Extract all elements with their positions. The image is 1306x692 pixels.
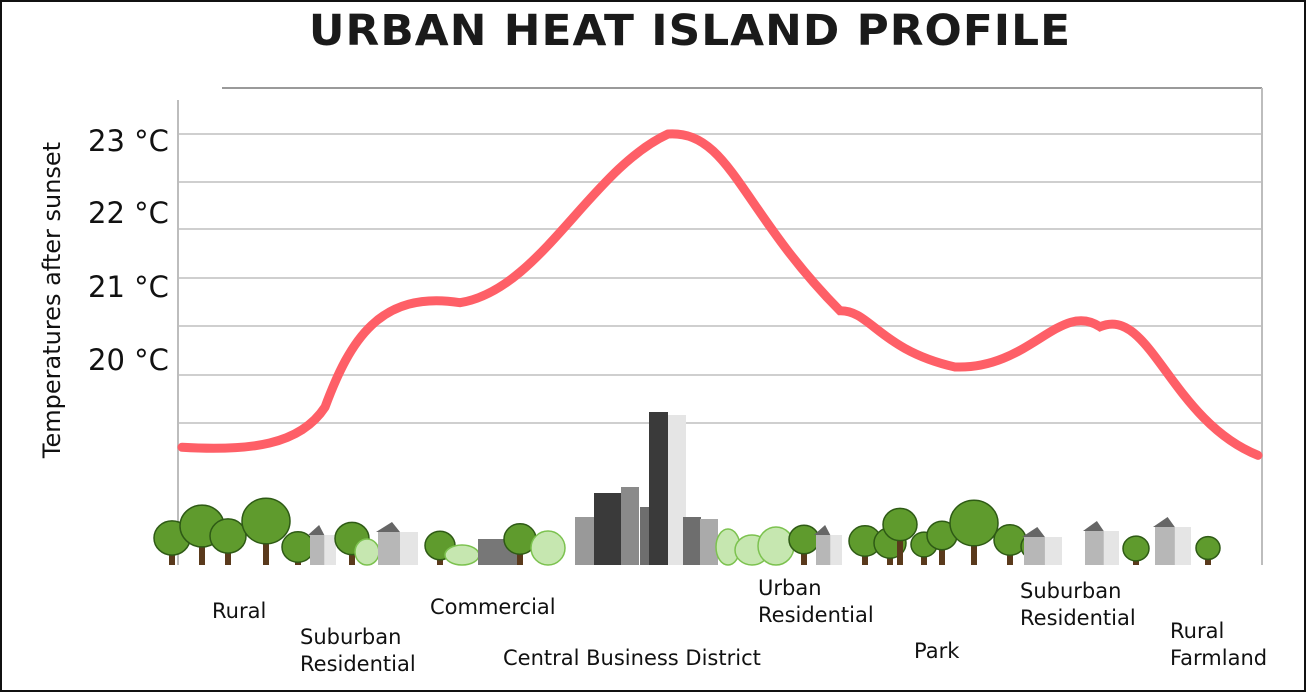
house-roof <box>1083 521 1104 531</box>
shrub-icon <box>354 538 380 566</box>
tree-canopy <box>949 499 999 547</box>
zone-label: Residential <box>300 652 416 676</box>
gridlines <box>178 133 1262 424</box>
tree-trunk <box>199 537 205 565</box>
house-icon <box>1153 517 1191 565</box>
zone-label: Residential <box>1020 606 1136 630</box>
tree-trunk <box>921 551 927 565</box>
y-tick-label: 20 °C <box>88 343 169 377</box>
axes <box>177 87 1263 565</box>
tree-trunk <box>897 533 903 565</box>
building-icon <box>700 519 718 565</box>
tree-canopy <box>281 531 315 563</box>
tree-icon <box>993 524 1027 565</box>
tree-icon <box>281 531 315 565</box>
zone-label: Park <box>914 639 960 663</box>
zone-label: Central Business District <box>503 646 761 670</box>
tree-canopy <box>209 518 247 554</box>
house-roof <box>814 525 831 535</box>
house-side <box>324 535 336 565</box>
tree-icon <box>1122 535 1150 565</box>
tree-trunk <box>862 549 868 565</box>
tree-trunk <box>939 543 945 565</box>
tree-trunk <box>1007 548 1013 565</box>
shrub-icon <box>530 530 566 566</box>
tree-icon <box>241 497 291 565</box>
tree-canopy <box>1195 535 1221 561</box>
zone-label: Farmland <box>1170 646 1267 670</box>
y-tick-label: 21 °C <box>88 270 169 304</box>
tree-icon <box>788 524 820 565</box>
building-icon <box>668 415 686 565</box>
building-icon <box>649 412 668 565</box>
building-icon <box>575 517 597 565</box>
tree-trunk <box>225 545 231 565</box>
shrub-icon <box>757 526 795 566</box>
temperature-line <box>177 129 1263 460</box>
house-roof <box>1153 517 1175 527</box>
house-side <box>1103 531 1119 565</box>
house-icon <box>376 522 418 565</box>
zone-label: Suburban <box>300 625 401 649</box>
house-side <box>400 532 418 565</box>
tree-canopy <box>1122 535 1150 562</box>
zone-label: Urban <box>758 576 822 600</box>
house-icon <box>308 525 336 565</box>
zone-labels: Rural Suburban Residential Commercial Centra… <box>212 576 1267 676</box>
y-axis-label: Temperatures after sunset <box>38 142 66 459</box>
tree-icon <box>882 507 918 565</box>
tree-canopy <box>241 497 291 545</box>
landscape-illustration <box>153 412 1221 566</box>
tree-icon <box>1195 535 1221 565</box>
zone-label: Residential <box>758 603 874 627</box>
tree-icon <box>503 523 537 565</box>
y-tick-label: 23 °C <box>88 124 169 158</box>
building-icon <box>594 493 622 565</box>
tree-icon <box>209 518 247 565</box>
zone-label: Rural <box>212 599 266 623</box>
tree-trunk <box>263 533 269 565</box>
tree-icon <box>949 499 999 565</box>
house-side <box>830 535 842 565</box>
house-roof <box>376 522 400 532</box>
temperature-curve <box>177 129 1263 460</box>
house-roof <box>308 525 325 535</box>
house-roof <box>1022 527 1045 537</box>
shrub-icon <box>444 544 480 566</box>
tree-trunk <box>971 535 977 565</box>
tree-trunk <box>801 547 807 565</box>
house-icon <box>1022 527 1062 565</box>
tree-canopy <box>788 524 820 555</box>
house-side <box>1174 527 1191 565</box>
y-tick-label: 22 °C <box>88 196 169 230</box>
tree-trunk <box>517 547 523 565</box>
zone-label: Commercial <box>430 595 556 619</box>
building-icon <box>683 517 701 565</box>
house-side <box>1044 537 1062 565</box>
house-icon <box>814 525 842 565</box>
building-icon <box>621 487 639 565</box>
tree-trunk <box>349 547 355 565</box>
tree-trunk <box>169 547 175 565</box>
tree-canopy <box>882 507 918 542</box>
zone-label: Suburban <box>1020 579 1121 603</box>
house-icon <box>1083 521 1119 565</box>
y-tick-labels: 20 °C 21 °C 22 °C 23 °C <box>88 124 169 377</box>
chart-title: URBAN HEAT ISLAND PROFILE <box>308 6 1072 56</box>
zone-label: Rural <box>1170 619 1224 643</box>
